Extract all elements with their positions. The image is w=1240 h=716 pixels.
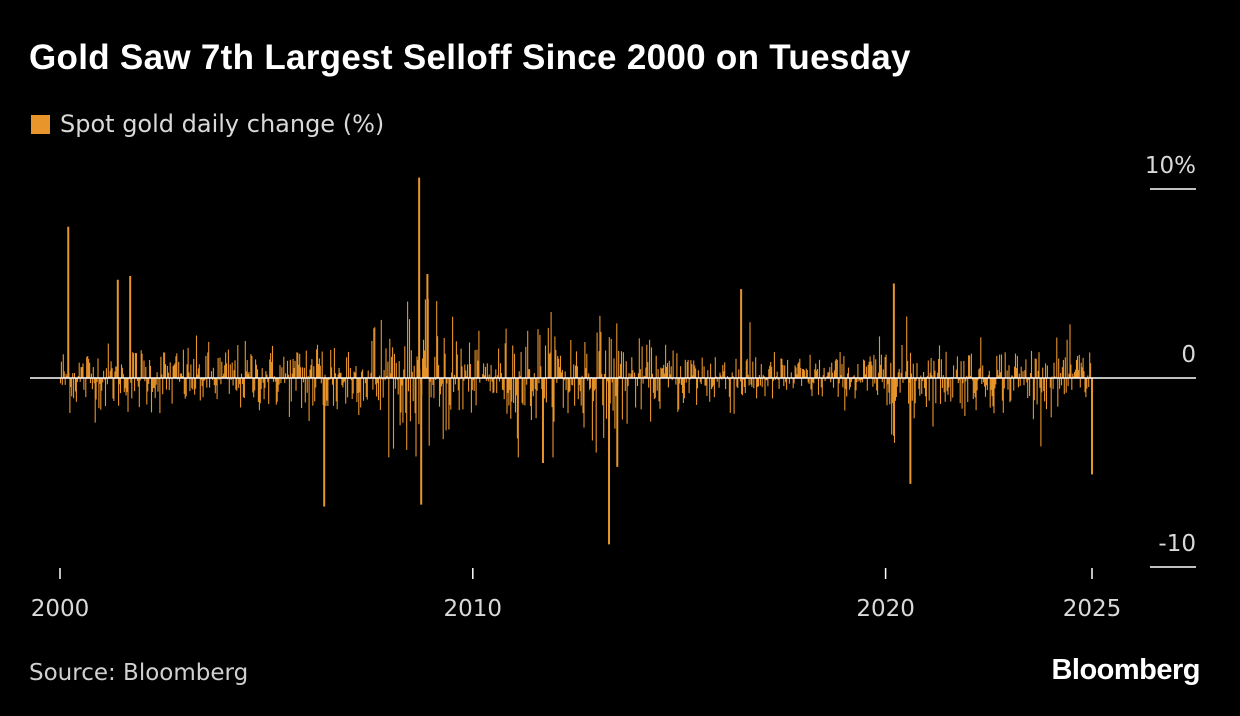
legend-swatch xyxy=(31,114,50,134)
source-note: Source: Bloomberg xyxy=(29,660,249,686)
y-tick-label: -10 xyxy=(1158,531,1196,557)
x-tick-label: 2025 xyxy=(1063,596,1122,622)
x-tick-label: 2000 xyxy=(31,596,90,622)
x-tick-label: 2010 xyxy=(444,596,503,622)
y-axis: 10% 0 -10 xyxy=(1145,153,1196,568)
x-axis: 2000 2010 2020 2025 xyxy=(31,568,1122,622)
x-tick-label: 2020 xyxy=(856,596,915,622)
legend-label: Spot gold daily change (%) xyxy=(60,110,385,138)
brand-logo: Bloomberg xyxy=(1051,654,1200,686)
chart-title: Gold Saw 7th Largest Selloff Since 2000 … xyxy=(29,38,911,77)
bars-group xyxy=(59,177,1093,545)
legend: Spot gold daily change (%) xyxy=(31,110,384,138)
y-tick-label: 10% xyxy=(1145,153,1196,179)
y-tick-label: 0 xyxy=(1181,342,1196,368)
